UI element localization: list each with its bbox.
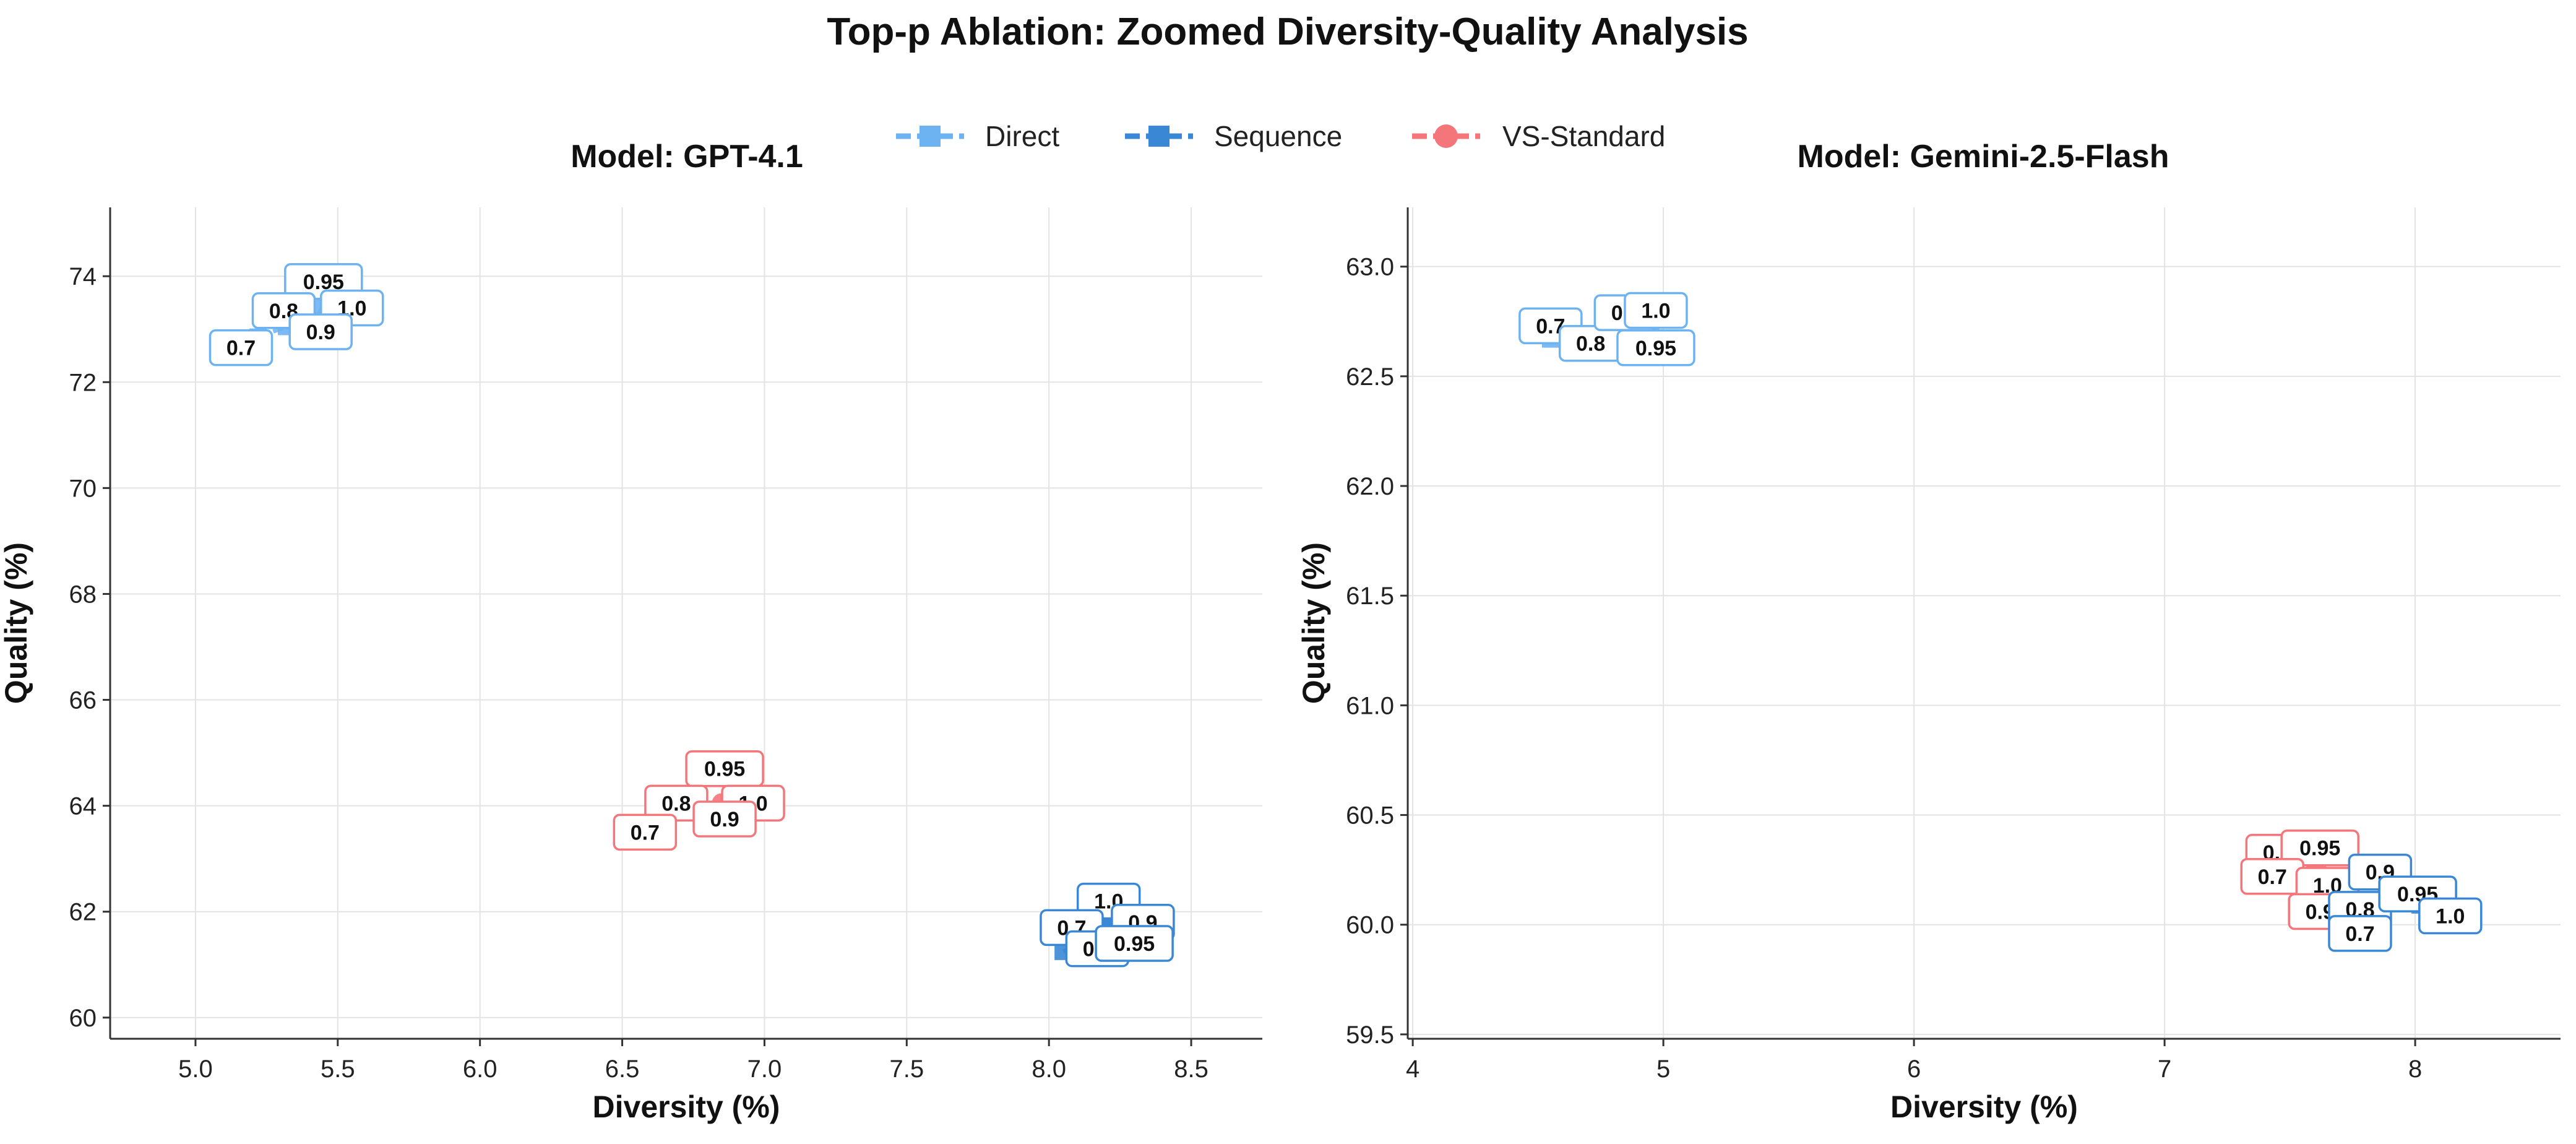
top-p-label: 0.95 [685,750,764,787]
top-p-label-box [692,800,757,838]
y-tick-label: 66 [69,687,97,714]
top-p-label: 0.9 [288,313,353,350]
top-p-label: 0.7 [2328,915,2392,952]
y-tick-label: 59.5 [1346,1021,1394,1049]
x-tick-label: 5.5 [321,1055,355,1083]
x-tick-label: 8.0 [1032,1055,1066,1083]
top-p-label: 0.8 [644,784,709,822]
top-p-label: 0.95 [1616,329,1695,366]
legend-marker-direct [920,126,941,147]
top-p-label-text: 1.0 [2436,905,2465,929]
legend-label-sequence: Sequence [1214,120,1342,152]
top-p-label: 0.95 [1095,925,1174,962]
top-p-label-box [2280,829,2359,867]
x-tick-label: 7.5 [890,1055,924,1083]
top-p-label-box [209,329,274,366]
top-p-label-text: 0.8 [661,792,691,815]
y-tick-label: 64 [69,793,97,820]
x-tick-label: 5 [1656,1055,1670,1083]
legend-label-vs-standard: VS-Standard [1502,120,1665,152]
legend-marker-sequence [1148,126,1170,147]
y-tick-label: 60.0 [1346,912,1394,939]
top-p-label-text: 0.8 [1576,332,1605,356]
x-tick-label: 6.0 [463,1055,498,1083]
top-p-label-box [2328,915,2392,952]
panel-gemini-2-5-flash: 4 5 6 7 8 59.5 60.0 60.5 61.0 61.5 62.0 62.5 63.0 Mod… [1296,139,2561,1124]
top-p-label-box [1616,329,1695,366]
top-p-label: 0.7 [613,813,678,851]
x-axis-label: Diversity (%) [593,1090,780,1124]
y-axis-label: Quality (%) [0,542,33,704]
x-tick-label: 8 [2408,1055,2422,1083]
top-p-label-text: 0.7 [631,821,660,844]
legend-label-direct: Direct [985,120,1059,152]
y-tick-label: 60.5 [1346,802,1394,830]
x-tick-label: 7 [2158,1055,2171,1083]
legend-entry-direct: Direct [896,120,1059,152]
y-tick-label: 62 [69,899,97,926]
legend-entry-sequence: Sequence [1125,120,1342,152]
y-tick-label: 61.5 [1346,583,1394,610]
x-tick-label: 8.5 [1174,1055,1208,1083]
top-p-label-text: 0.7 [226,337,256,360]
top-p-label-text: 0.95 [704,758,745,781]
y-tick-label: 63.0 [1346,254,1394,281]
x-axis-label: Diversity (%) [1890,1090,2078,1124]
panel-gpt-4-1: 5.0 5.5 6.0 6.5 7.0 7.5 8.0 8.5 60 62 64 66 68 70 72 74… [0,139,1262,1124]
top-p-label-text: 0.9 [306,321,335,344]
top-p-label-text: 1.0 [1641,300,1670,323]
legend-marker-vs-standard [1434,124,1458,148]
x-tick-label: 6.5 [605,1055,640,1083]
x-tick-label: 5.0 [178,1055,213,1083]
y-axis-label: Quality (%) [1296,542,1331,704]
y-tick-label: 74 [69,263,97,290]
panel-title: Model: Gemini-2.5-Flash [1798,139,2169,175]
top-p-label-text: 0.7 [2258,865,2287,889]
top-p-label-box [1624,292,1688,329]
legend: Direct Sequence VS-Standard [896,120,1665,152]
panel-title: Model: GPT-4.1 [571,139,803,175]
x-tick-label: 6 [1907,1055,1921,1083]
top-p-label-text: 0.95 [1114,932,1155,956]
top-p-label-box [2418,897,2483,935]
top-p-label-text: 0.9 [710,808,739,831]
top-p-label: 0.9 [692,800,757,838]
x-tick-label: 7.0 [747,1055,782,1083]
top-p-label-text: 0.95 [1635,337,1676,360]
top-p-label: 1.0 [1624,292,1688,329]
y-tick-label: 60 [69,1005,97,1032]
y-tick-label: 70 [69,475,97,502]
y-tick-label: 61.0 [1346,692,1394,719]
top-p-label: 1.0 [2418,897,2483,935]
top-p-label-box [613,813,678,851]
top-p-label-box [1095,925,1174,962]
top-p-label: 0.8 [1558,324,1623,362]
top-p-label: 0.7 [2240,858,2304,895]
figure-title: Top-p Ablation: Zoomed Diversity-Quality… [827,11,1748,53]
top-p-label-text: 0.95 [2299,837,2340,860]
y-tick-label: 72 [69,369,97,396]
legend-entry-vs-standard: VS-Standard [1412,120,1665,152]
y-tick-label: 62.0 [1346,473,1394,500]
top-p-label-text: 0.7 [2345,922,2374,946]
y-tick-label: 62.5 [1346,363,1394,391]
top-p-label-box [288,313,353,350]
top-p-label: 0.7 [209,329,274,366]
y-tick-label: 68 [69,581,97,608]
top-p-label: 0.95 [2280,829,2359,867]
x-tick-label: 4 [1406,1055,1419,1083]
